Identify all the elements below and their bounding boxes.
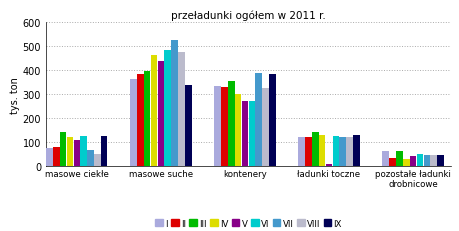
Bar [255, 73, 261, 166]
Bar [381, 152, 388, 166]
Bar [151, 55, 157, 166]
Bar [423, 156, 429, 166]
Bar [157, 61, 164, 166]
Bar [388, 158, 395, 166]
Bar [305, 138, 311, 166]
Bar [67, 138, 73, 166]
Bar [137, 74, 143, 166]
Bar [298, 138, 304, 166]
Bar [318, 135, 325, 166]
Bar [311, 133, 318, 166]
Bar [332, 137, 338, 166]
Bar [144, 72, 150, 166]
Bar [87, 151, 94, 166]
Bar [171, 41, 178, 166]
Bar [325, 164, 331, 166]
Bar [94, 154, 101, 166]
Bar [269, 74, 275, 166]
Bar [164, 51, 171, 166]
Bar [221, 88, 227, 166]
Bar [353, 135, 359, 166]
Bar [409, 157, 415, 166]
Bar [430, 156, 436, 166]
Bar [395, 152, 402, 166]
Bar [416, 154, 422, 166]
Bar [73, 140, 80, 166]
Title: przeładunki ogółem w 2011 r.: przeładunki ogółem w 2011 r. [171, 10, 325, 21]
Bar [214, 86, 220, 166]
Bar [437, 156, 443, 166]
Bar [46, 148, 53, 166]
Bar [80, 137, 87, 166]
Bar [235, 95, 241, 166]
Bar [339, 138, 345, 166]
Bar [248, 102, 255, 166]
Bar [178, 53, 185, 166]
Bar [130, 79, 136, 166]
Bar [241, 102, 248, 166]
Y-axis label: tys. ton: tys. ton [10, 76, 20, 113]
Bar [53, 147, 59, 166]
Bar [346, 138, 352, 166]
Legend: I, II, III, IV, V, VI, VII, VIII, IX: I, II, III, IV, V, VI, VII, VIII, IX [155, 219, 341, 228]
Bar [228, 82, 234, 166]
Bar [185, 85, 191, 166]
Bar [262, 89, 268, 166]
Bar [101, 137, 107, 166]
Bar [402, 159, 409, 166]
Bar [60, 133, 66, 166]
